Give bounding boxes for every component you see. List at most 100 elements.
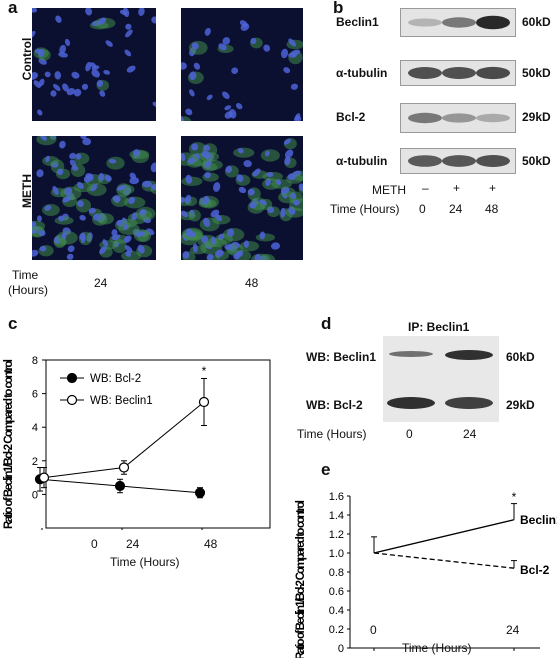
dapi-nucleus: [191, 42, 199, 50]
dapi-nucleus: [129, 177, 140, 185]
time-24-b: 24: [449, 202, 463, 216]
gfp-cytoplasm: [106, 156, 125, 170]
dapi-nucleus: [92, 213, 101, 221]
dapi-nucleus: [218, 43, 227, 51]
series-label: Beclin1: [520, 513, 557, 527]
dapi-nucleus: [224, 244, 233, 250]
blot-band: [408, 67, 442, 79]
micrograph-meth-48: [181, 136, 303, 260]
gfp-cytoplasm: [73, 152, 90, 165]
dapi-nucleus: [185, 174, 193, 184]
dapi-nucleus: [290, 192, 297, 200]
dapi-nucleus: [32, 249, 39, 257]
dapi-nucleus: [280, 207, 286, 218]
dapi-nucleus: [82, 137, 92, 146]
dapi-nucleus: [236, 174, 244, 183]
dapi-nucleus: [37, 215, 42, 222]
dapi-nucleus: [102, 239, 109, 247]
gfp-cytoplasm: [239, 240, 260, 252]
time-label-b: Time (Hours): [330, 202, 400, 216]
data-point: [198, 396, 210, 408]
dapi-nucleus: [206, 253, 214, 260]
blot-band: [442, 67, 476, 79]
dapi-nucleus: [293, 199, 300, 206]
x-tick-label: 0: [370, 623, 377, 637]
y-tick-label: 8: [32, 355, 38, 367]
dapi-nucleus: [52, 185, 59, 196]
dapi-nucleus: [80, 136, 87, 140]
dapi-nucleus: [58, 52, 68, 58]
dapi-nucleus: [71, 165, 79, 171]
dapi-nucleus: [59, 44, 66, 54]
blot-size-tubulin-2: 50kD: [522, 154, 551, 168]
annotation-star: *: [512, 490, 517, 504]
dapi-nucleus: [237, 148, 244, 154]
dapi-nucleus: [125, 29, 133, 38]
dapi-nucleus: [53, 83, 61, 92]
data-point: [38, 472, 50, 483]
gfp-cytoplasm: [54, 216, 74, 225]
dapi-nucleus: [206, 94, 213, 101]
dapi-nucleus: [85, 173, 94, 179]
dapi-nucleus: [288, 38, 297, 47]
blot-label-tubulin-1: α-tubulin: [336, 66, 388, 80]
dapi-nucleus: [125, 23, 132, 30]
gfp-cytoplasm: [201, 159, 223, 171]
meth-value-48: +: [489, 181, 497, 195]
dapi-nucleus: [32, 30, 36, 39]
dapi-nucleus: [123, 235, 132, 243]
dapi-nucleus: [189, 89, 195, 97]
ip-band-beclin1-0: [389, 351, 433, 357]
dapi-nucleus: [259, 199, 267, 206]
meth-value-24: +: [453, 181, 461, 195]
dapi-nucleus: [137, 244, 145, 254]
dapi-nucleus: [201, 150, 211, 159]
gfp-cytoplasm: [205, 238, 227, 248]
dapi-nucleus: [124, 245, 133, 253]
time-24-d: 24: [463, 427, 477, 441]
dapi-nucleus: [116, 185, 125, 191]
blot-band: [442, 113, 476, 123]
time-0-d: 0: [406, 427, 413, 441]
dapi-nucleus: [181, 62, 187, 70]
y-tick-label: 1.2: [329, 529, 344, 541]
dapi-nucleus: [283, 138, 291, 145]
dapi-nucleus: [203, 144, 211, 152]
dapi-nucleus: [270, 242, 281, 250]
gfp-cytoplasm: [199, 195, 219, 209]
blot-band: [476, 155, 510, 167]
dapi-nucleus: [105, 40, 113, 47]
dapi-nucleus: [76, 181, 84, 190]
dapi-nucleus: [75, 153, 82, 160]
dapi-nucleus: [85, 61, 92, 72]
ip-size-beclin1: 60kD: [506, 350, 535, 364]
dapi-nucleus: [185, 108, 193, 116]
dapi-nucleus: [298, 183, 303, 192]
ip-band-beclin1-24: [445, 350, 493, 360]
x-axis-label: Time (Hours): [402, 641, 472, 655]
dapi-nucleus: [32, 8, 37, 13]
dapi-nucleus: [287, 173, 296, 181]
dapi-nucleus: [191, 143, 199, 151]
blot-beclin1: [400, 8, 516, 37]
legend-label: WB: Beclin1: [90, 395, 153, 407]
dapi-nucleus: [213, 182, 221, 192]
y-tick-label: 0.2: [329, 624, 344, 636]
x-tick-label: 48: [204, 537, 218, 551]
dapi-nucleus: [32, 221, 37, 227]
dapi-nucleus: [266, 171, 274, 177]
dapi-nucleus: [59, 140, 66, 149]
dapi-nucleus: [32, 72, 39, 80]
dapi-nucleus: [193, 62, 201, 70]
time-label-d: Time (Hours): [297, 427, 367, 441]
dapi-nucleus: [77, 200, 84, 207]
dapi-nucleus: [290, 83, 298, 90]
panel-d-label: d: [321, 314, 332, 333]
dapi-nucleus: [85, 8, 93, 16]
dapi-nucleus: [222, 91, 230, 99]
gfp-cytoplasm: [260, 149, 280, 162]
dapi-nucleus: [139, 209, 146, 215]
gfp-cytoplasm: [42, 155, 59, 167]
blot-band: [476, 66, 510, 80]
dapi-nucleus: [37, 109, 43, 116]
